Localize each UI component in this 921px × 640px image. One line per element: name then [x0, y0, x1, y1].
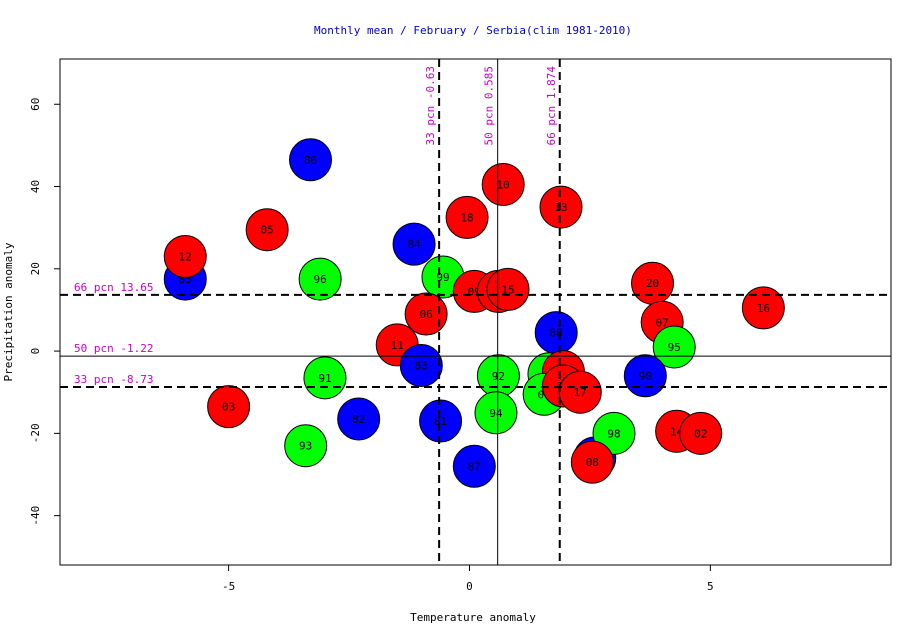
- data-point: [474, 391, 518, 435]
- data-point-label: 20: [646, 277, 659, 290]
- y-tick-label: 20: [29, 262, 42, 275]
- data-point-label: 84: [407, 238, 421, 251]
- y-tick-label: -20: [29, 423, 42, 443]
- data-point-label: 98: [607, 427, 620, 440]
- data-point: [445, 195, 489, 239]
- data-point-label: 12: [179, 250, 192, 263]
- data-point-label: 87: [468, 460, 481, 473]
- x-tick-label: 5: [707, 580, 714, 593]
- y-tick-label: 0: [29, 348, 42, 355]
- data-point: [337, 397, 381, 441]
- data-point: [284, 424, 328, 468]
- data-point: [452, 444, 496, 488]
- x-tick-label: -5: [222, 580, 235, 593]
- data-point: [741, 286, 785, 330]
- data-point-label: 86: [304, 154, 317, 167]
- data-point: [399, 343, 443, 387]
- plot-frame: [59, 58, 892, 566]
- data-point-label: 82: [352, 413, 365, 426]
- data-point: [558, 370, 602, 414]
- data-point: [419, 399, 463, 443]
- data-point-label: 03: [222, 401, 235, 414]
- x-axis-label: Temperature anomaly: [410, 611, 536, 624]
- data-point-label: 15: [501, 283, 514, 296]
- y-tick-label: -40: [29, 506, 42, 526]
- data-point-label: 02: [694, 427, 707, 440]
- data-point: [481, 162, 525, 206]
- horizontal-percentile-label: 33 pcn -8.73: [74, 373, 153, 386]
- data-point-label: 05: [261, 224, 274, 237]
- data-point: [392, 222, 436, 266]
- data-point: [652, 325, 696, 369]
- data-point: [539, 185, 583, 229]
- data-point: [163, 234, 207, 278]
- data-point: [207, 385, 251, 429]
- data-point: [404, 292, 448, 336]
- data-point-label: 90: [639, 370, 652, 383]
- data-point-label: 08: [586, 456, 599, 469]
- horizontal-percentile-label: 50 pcn -1.22: [74, 342, 153, 355]
- data-point: [245, 208, 289, 252]
- y-axis-label: Precipitation anomaly: [2, 242, 15, 381]
- vertical-percentile-label: 66 pcn 1.874: [545, 66, 558, 146]
- data-point-label: 18: [460, 211, 473, 224]
- data-point: [289, 138, 333, 182]
- data-point-label: 81: [434, 415, 447, 428]
- data-point: [570, 440, 614, 484]
- data-point-label: 91: [318, 372, 331, 385]
- data-point-label: 16: [757, 302, 770, 315]
- data-point-label: 95: [668, 341, 681, 354]
- y-tick-label: 40: [29, 180, 42, 193]
- data-point-label: 07: [656, 316, 669, 329]
- data-point: [303, 356, 347, 400]
- data-point-label: 17: [574, 386, 587, 399]
- vertical-percentile-label: 33 pcn -0.63: [424, 66, 437, 145]
- y-tick-label: 60: [29, 98, 42, 111]
- horizontal-percentile-label: 66 pcn 13.65: [74, 281, 153, 294]
- data-point-label: 92: [492, 370, 505, 383]
- data-point-label: 96: [314, 273, 327, 286]
- data-point: [298, 257, 342, 301]
- data-point-label: 13: [554, 201, 567, 214]
- plot-area: 8512058696039193828499061183811810090815…: [60, 59, 891, 565]
- vertical-percentile-label: 50 pcn 0.585: [483, 66, 496, 145]
- x-tick-label: 0: [466, 580, 473, 593]
- data-point-label: 11: [391, 339, 404, 352]
- data-point-label: 93: [299, 440, 312, 453]
- data-point-label: 06: [419, 308, 432, 321]
- data-point-label: 10: [497, 178, 510, 191]
- data-point-label: 88: [550, 327, 563, 340]
- data-point-label: 94: [489, 407, 503, 420]
- data-point: [679, 411, 723, 455]
- chart-title: Monthly mean / February / Serbia(clim 19…: [314, 24, 632, 37]
- data-point-label: 83: [415, 359, 428, 372]
